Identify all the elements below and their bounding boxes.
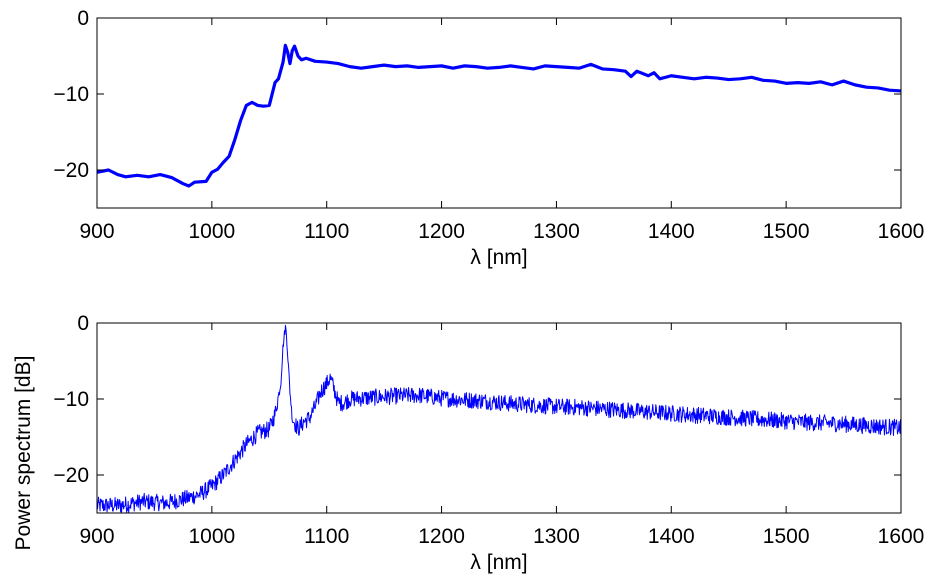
x-tick-label: 900: [79, 525, 114, 548]
x-axis-label: λ [nm]: [470, 246, 527, 269]
y-tick-label: 0: [77, 7, 89, 30]
x-tick-label: 900: [79, 220, 114, 243]
x-tick-label: 1400: [648, 220, 695, 243]
x-tick-label: 1100: [304, 525, 349, 548]
y-axis-label: Power spectrum [dB]: [12, 356, 35, 551]
x-tick-label: 1400: [648, 525, 695, 548]
x-tick-label: 1600: [878, 220, 925, 243]
x-tick-label: 1000: [188, 220, 235, 243]
x-tick-label: 1500: [763, 220, 810, 243]
plot-frame: [96, 322, 902, 514]
y-tick-label: −20: [53, 159, 89, 182]
x-tick-label: 1600: [878, 525, 925, 548]
y-tick-label: −10: [53, 388, 89, 411]
y-tick-label: −10: [53, 83, 89, 106]
y-tick-label: 0: [77, 312, 89, 335]
bottom-power-spectrum-plot: 900 1000 1100 1200 1300 1400 1500 1600 −20 −10 0 λ …: [12, 312, 924, 574]
x-tick-label: 1200: [418, 525, 465, 548]
y-tick-label: −20: [53, 464, 89, 487]
x-tick-label: 1000: [188, 525, 235, 548]
x-axis-label: λ [nm]: [470, 551, 527, 574]
x-tick-label: 1300: [533, 525, 580, 548]
series-line: [97, 43, 901, 188]
x-tick-label: 1300: [533, 220, 580, 243]
series-line: [97, 324, 901, 513]
x-tick-label: 1100: [304, 220, 349, 243]
plot-frame: [96, 17, 902, 209]
top-spectrum-plot: 900 1000 1100 1200 1300 1400 1500 1600 −20 −10 0 λ …: [53, 7, 924, 269]
x-tick-label: 1500: [763, 525, 810, 548]
x-tick-label: 1200: [418, 220, 465, 243]
